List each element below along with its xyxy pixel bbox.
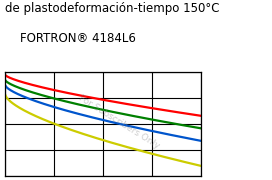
Text: de plastodeformación-tiempo 150°C: de plastodeformación-tiempo 150°C <box>5 2 220 15</box>
Text: FORTRON® 4184L6: FORTRON® 4184L6 <box>5 32 136 45</box>
Text: For Subscribers Only: For Subscribers Only <box>77 94 161 151</box>
